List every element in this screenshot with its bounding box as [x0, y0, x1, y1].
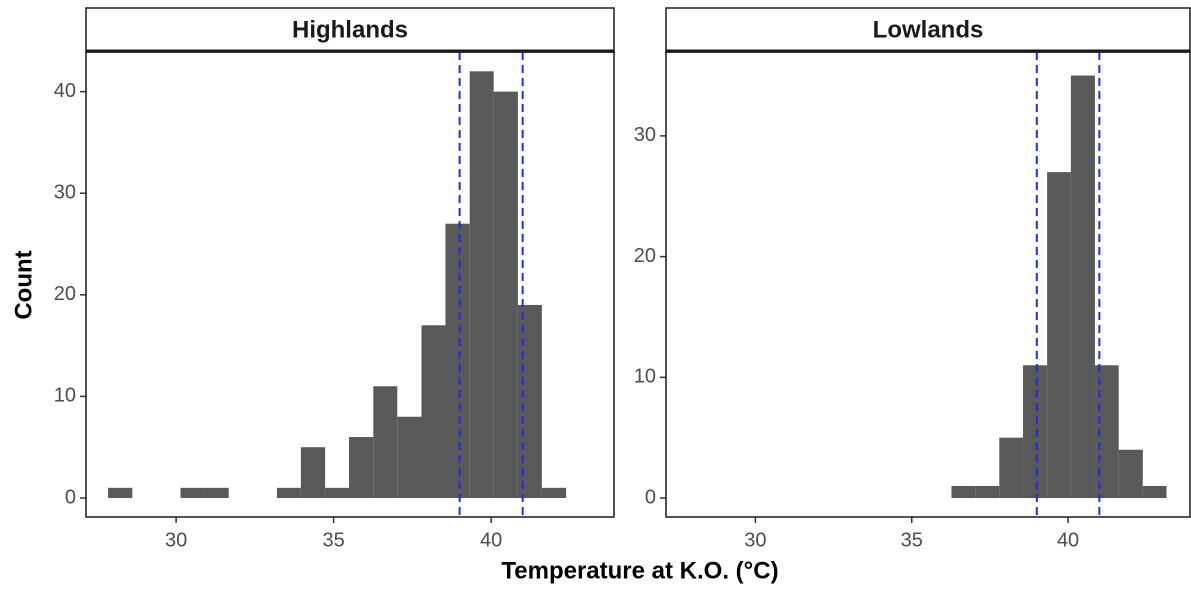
bar — [349, 437, 374, 499]
bar — [469, 71, 494, 499]
y-tick-label: 10 — [54, 385, 76, 407]
bar — [541, 487, 567, 499]
panel-border — [85, 51, 615, 518]
x-tick-label: 30 — [165, 529, 187, 551]
bar — [517, 304, 542, 499]
x-axis-label: Temperature at K.O. (°C) — [501, 557, 778, 584]
bar — [204, 487, 229, 499]
bar — [975, 485, 1000, 499]
bar — [300, 447, 326, 499]
bar — [180, 487, 205, 499]
bar — [373, 386, 398, 499]
bar — [1047, 172, 1071, 499]
y-tick-label: 20 — [54, 283, 76, 305]
bar — [1142, 485, 1167, 499]
y-axis-label: Count — [10, 250, 37, 319]
bar — [1118, 449, 1143, 499]
bar — [421, 325, 446, 499]
bar — [397, 416, 422, 499]
y-tick-label: 30 — [634, 124, 656, 146]
bar — [1070, 75, 1095, 499]
bar — [999, 437, 1024, 499]
bar — [325, 487, 350, 499]
x-tick-label: 35 — [322, 529, 344, 551]
bar — [1094, 365, 1119, 499]
y-tick-label: 20 — [634, 245, 656, 267]
panel-title: Highlands — [292, 16, 408, 43]
y-tick-label: 10 — [634, 366, 656, 388]
bar — [493, 91, 518, 499]
panel-title: Lowlands — [873, 16, 984, 43]
strip — [665, 7, 1191, 53]
x-tick-label: 35 — [901, 529, 923, 551]
panel-border — [665, 51, 1191, 518]
bar — [1023, 365, 1048, 499]
x-tick-label: 30 — [744, 529, 766, 551]
x-tick-label: 40 — [480, 529, 502, 551]
bar — [108, 487, 133, 499]
bar — [445, 223, 470, 499]
bar — [951, 485, 976, 499]
bar — [276, 487, 301, 499]
strip — [85, 7, 615, 53]
y-tick-label: 30 — [54, 181, 76, 203]
y-tick-label: 0 — [645, 486, 656, 508]
y-tick-label: 0 — [65, 486, 76, 508]
x-tick-label: 40 — [1057, 529, 1079, 551]
y-tick-label: 40 — [54, 80, 76, 102]
